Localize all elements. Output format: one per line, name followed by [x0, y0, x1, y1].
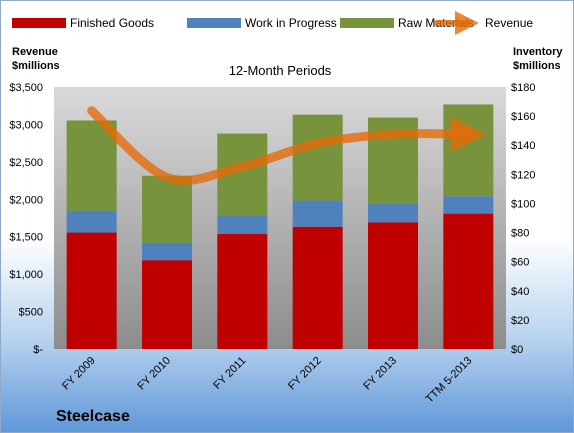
legend-label-revenue: Revenue [485, 16, 533, 30]
right-tick-label-3: $60 [511, 257, 529, 269]
left-tick-label-2: $1,000 [9, 269, 43, 281]
revenue-line-group [87, 106, 487, 185]
right-tick-label-6: $120 [511, 169, 535, 181]
right-axis-title-line2: $millions [513, 60, 561, 72]
right-tick-label-7: $140 [511, 140, 535, 152]
right-tick-label-4: $80 [511, 228, 529, 240]
left-tick-label-4: $2,000 [9, 194, 43, 206]
left-tick-label-1: $500 [19, 307, 43, 319]
plot-area [54, 87, 506, 349]
bar-work-in-progress-4 [368, 203, 418, 223]
left-axis-ticks: $- $500 $1,000 $1,500 $2,000 $2,500 $3,000 $3,5… [9, 82, 43, 356]
left-tick-label-3: $1,500 [9, 232, 43, 244]
bar-finished-goods-4 [368, 222, 418, 349]
bar-finished-goods-1 [142, 260, 192, 349]
chart-subtitle: 12-Month Periods [229, 63, 332, 78]
right-tick-label-5: $100 [511, 198, 535, 210]
bar-work-in-progress-0 [66, 210, 117, 233]
bar-finished-goods-2 [217, 234, 268, 349]
left-tick-label-7: $3,500 [9, 82, 43, 94]
left-tick-label-0: $- [33, 344, 43, 356]
right-axis-ticks: $0 $20 $40 $60 $80 $100 $120 $140 $160 $180 [511, 82, 535, 356]
bar-work-in-progress-1 [142, 242, 192, 261]
bar-raw-materials-3 [292, 114, 343, 201]
bar-finished-goods-3 [292, 226, 343, 349]
bar-raw-materials-0 [66, 120, 117, 211]
left-tick-label-6: $3,000 [9, 119, 43, 131]
right-tick-label-1: $20 [511, 315, 529, 327]
bar-raw-materials-5 [443, 104, 494, 197]
right-tick-label-0: $0 [511, 344, 523, 356]
legend-item-finished-goods: Finished Goods [12, 16, 154, 30]
left-axis-title-line2: $millions [12, 60, 60, 72]
bar-work-in-progress-2 [217, 215, 268, 235]
bar-work-in-progress-3 [292, 200, 343, 227]
left-tick-label-5: $2,500 [9, 157, 43, 169]
bar-work-in-progress-5 [443, 196, 494, 214]
bar-raw-materials-1 [142, 175, 192, 243]
legend: Finished Goods Work in Progress Raw Materi… [12, 11, 533, 35]
left-axis-title-line1: Revenue [12, 46, 58, 58]
right-tick-label-2: $40 [511, 286, 529, 298]
legend-label-work-in-progress: Work in Progress [245, 16, 337, 30]
right-tick-label-9: $180 [511, 82, 535, 94]
legend-label-finished-goods: Finished Goods [70, 16, 154, 30]
revenue-line [87, 106, 487, 185]
bar-finished-goods-5 [443, 213, 494, 349]
legend-swatch-finished-goods [12, 18, 66, 28]
legend-swatch-work-in-progress [187, 18, 241, 28]
bar-finished-goods-0 [66, 232, 117, 349]
legend-item-revenue: Revenue [434, 11, 533, 35]
right-tick-label-8: $160 [511, 111, 535, 123]
company-name: Steelcase [56, 408, 130, 425]
right-axis-title-line1: Inventory [513, 46, 563, 58]
legend-item-work-in-progress: Work in Progress [187, 16, 337, 30]
legend-swatch-raw-materials [340, 18, 394, 28]
